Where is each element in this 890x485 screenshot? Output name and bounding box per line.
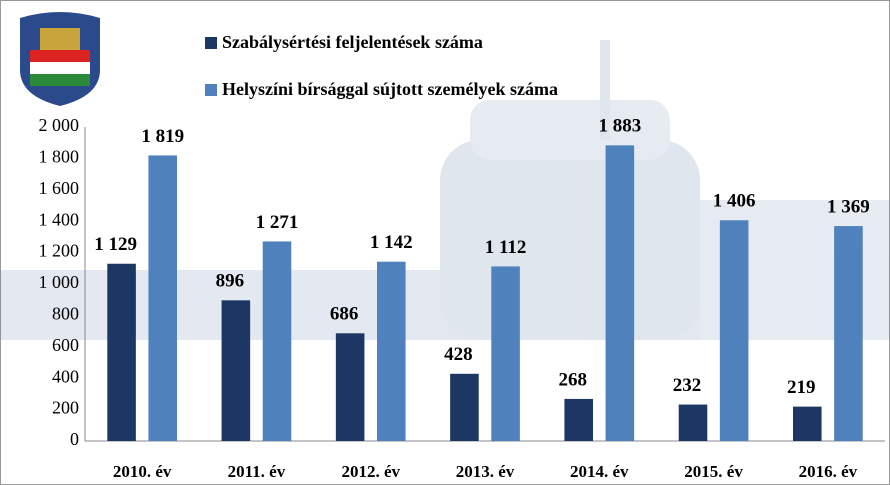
value-label: 1 271 — [256, 212, 299, 233]
bar — [834, 226, 863, 441]
x-tick-label: 2012. év — [341, 462, 400, 481]
bar — [262, 241, 292, 441]
bar — [793, 406, 822, 441]
value-label: 1 129 — [94, 234, 137, 255]
legend-swatch — [205, 37, 217, 49]
x-tick-label: 2014. év — [570, 462, 629, 481]
value-label: 1 112 — [485, 237, 527, 258]
bar — [450, 373, 479, 441]
value-label: 232 — [673, 375, 702, 396]
y-tick-label: 1 400 — [39, 209, 80, 229]
bar — [564, 398, 593, 441]
value-label: 1 819 — [141, 126, 184, 147]
value-label: 219 — [787, 377, 816, 398]
bar — [221, 300, 251, 441]
y-tick-label: 400 — [52, 366, 79, 386]
value-label: 1 369 — [827, 196, 870, 217]
legend-swatch — [205, 84, 217, 96]
y-tick-label: 2 000 — [39, 115, 80, 135]
logo — [20, 12, 100, 106]
y-tick-label: 1 600 — [39, 178, 80, 198]
y-tick-label: 0 — [70, 429, 79, 449]
bar — [719, 220, 749, 441]
value-label: 686 — [330, 304, 359, 325]
bar — [678, 404, 708, 441]
value-label: 268 — [558, 369, 587, 390]
y-tick-label: 200 — [52, 398, 79, 418]
y-tick-label: 1 000 — [39, 272, 80, 292]
legend-label: Szabálysértési feljelentések száma — [222, 32, 483, 52]
y-tick-label: 1 200 — [39, 241, 80, 261]
bar — [335, 333, 365, 441]
value-label: 428 — [444, 344, 473, 365]
y-tick-label: 800 — [52, 304, 79, 324]
value-label: 1 142 — [370, 232, 413, 253]
bar — [491, 266, 520, 441]
bar — [377, 261, 406, 441]
value-label: 896 — [216, 271, 245, 292]
bar — [605, 145, 635, 441]
value-label: 1 883 — [598, 116, 641, 137]
x-tick-label: 2011. év — [228, 462, 286, 481]
value-label: 1 406 — [713, 191, 756, 212]
y-tick-label: 600 — [52, 335, 79, 355]
x-tick-label: 2016. év — [799, 462, 858, 481]
legend-label: Helyszíni bírsággal sújtott személyek sz… — [222, 79, 558, 99]
bar — [148, 155, 177, 442]
x-tick-label: 2010. év — [113, 462, 172, 481]
x-tick-label: 2015. év — [684, 462, 743, 481]
y-tick-label: 1 800 — [39, 147, 80, 167]
x-tick-label: 2013. év — [456, 462, 515, 481]
bar — [107, 263, 136, 441]
